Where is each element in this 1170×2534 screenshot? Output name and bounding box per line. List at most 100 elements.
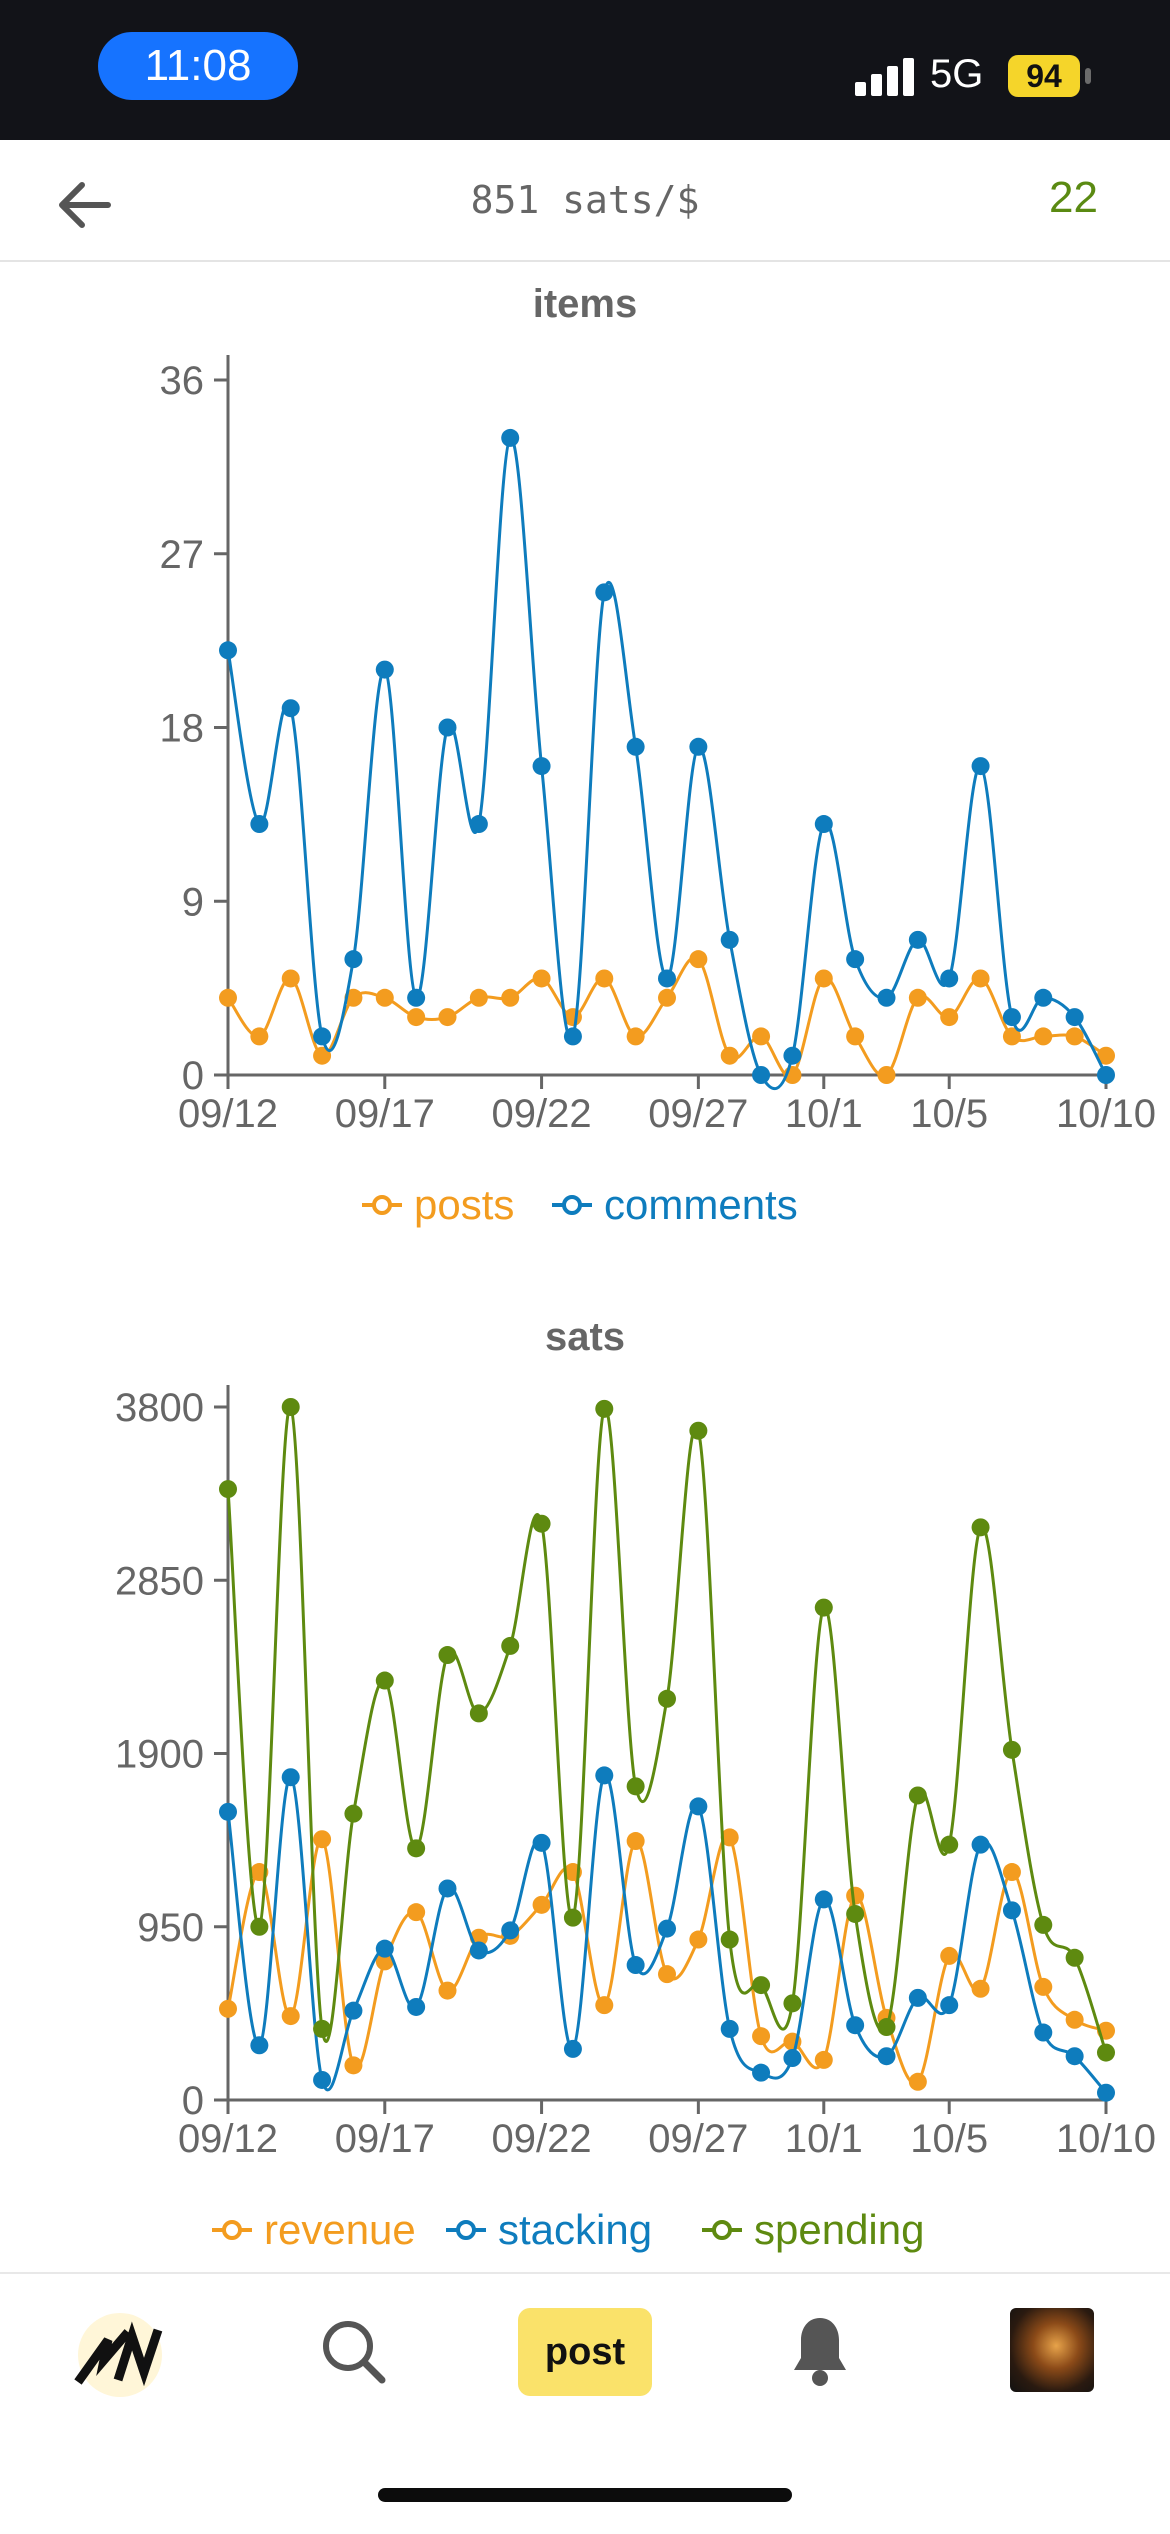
data-point-spending[interactable]	[344, 1804, 363, 1823]
data-point-spending[interactable]	[877, 2018, 896, 2037]
data-point-spending[interactable]	[532, 1514, 551, 1533]
data-point-revenue[interactable]	[313, 1830, 332, 1849]
data-point-stacking[interactable]	[313, 2070, 332, 2089]
data-point-comments[interactable]	[783, 1046, 802, 1065]
data-point-comments[interactable]	[626, 737, 645, 756]
data-point-posts[interactable]	[908, 988, 927, 1007]
data-point-comments[interactable]	[720, 930, 739, 949]
data-point-stacking[interactable]	[469, 1941, 488, 1960]
data-point-posts[interactable]	[626, 1027, 645, 1046]
data-point-posts[interactable]	[658, 988, 676, 1007]
data-point-comments[interactable]	[532, 757, 551, 776]
legend-item-comments[interactable]: comments	[552, 1181, 798, 1228]
data-point-stacking[interactable]	[908, 1988, 927, 2007]
data-point-spending[interactable]	[1034, 1915, 1053, 1934]
data-point-revenue[interactable]	[532, 1895, 551, 1914]
data-point-posts[interactable]	[407, 1008, 426, 1027]
data-point-revenue[interactable]	[344, 2056, 363, 2075]
data-point-spending[interactable]	[313, 2019, 332, 2038]
data-point-posts[interactable]	[1065, 1027, 1084, 1046]
block-height[interactable]: 22	[1049, 173, 1098, 222]
data-point-spending[interactable]	[407, 1839, 426, 1858]
data-point-stacking[interactable]	[375, 1939, 394, 1958]
data-point-comments[interactable]	[281, 699, 300, 718]
data-point-stacking[interactable]	[877, 2047, 896, 2066]
data-point-spending[interactable]	[846, 1904, 865, 1923]
data-point-stacking[interactable]	[752, 2063, 771, 2082]
data-point-posts[interactable]	[971, 969, 990, 988]
data-point-posts[interactable]	[752, 1027, 771, 1046]
data-point-stacking[interactable]	[940, 1996, 959, 2015]
data-point-comments[interactable]	[219, 641, 237, 660]
data-point-comments[interactable]	[752, 1066, 771, 1084]
user-avatar[interactable]	[1010, 2308, 1094, 2392]
data-point-spending[interactable]	[501, 1636, 520, 1655]
data-point-revenue[interactable]	[908, 2072, 927, 2091]
data-point-stacking[interactable]	[501, 1921, 520, 1940]
data-point-comments[interactable]	[1002, 1008, 1021, 1027]
post-button[interactable]: post	[518, 2308, 652, 2396]
data-point-revenue[interactable]	[846, 1886, 865, 1905]
legend-item-posts[interactable]: posts	[362, 1181, 514, 1228]
data-point-comments[interactable]	[940, 969, 959, 988]
data-point-posts[interactable]	[689, 950, 708, 969]
data-point-posts[interactable]	[281, 969, 300, 988]
data-point-comments[interactable]	[658, 969, 676, 988]
data-point-posts[interactable]	[438, 1008, 457, 1027]
data-point-stacking[interactable]	[846, 2016, 865, 2035]
data-point-revenue[interactable]	[1065, 2010, 1084, 2029]
data-point-comments[interactable]	[595, 583, 614, 602]
data-point-stacking[interactable]	[626, 1956, 645, 1975]
data-point-posts[interactable]	[469, 988, 488, 1007]
data-point-comments[interactable]	[971, 757, 990, 776]
data-point-posts[interactable]	[532, 969, 551, 988]
data-point-posts[interactable]	[219, 988, 237, 1007]
data-point-posts[interactable]	[250, 1027, 269, 1046]
data-point-posts[interactable]	[344, 988, 363, 1007]
data-point-stacking[interactable]	[438, 1879, 457, 1898]
data-point-stacking[interactable]	[814, 1890, 833, 1909]
data-point-spending[interactable]	[595, 1399, 614, 1418]
data-point-comments[interactable]	[438, 718, 457, 737]
data-point-posts[interactable]	[595, 969, 614, 988]
data-point-revenue[interactable]	[752, 2027, 771, 2046]
data-point-spending[interactable]	[469, 1704, 488, 1723]
data-point-posts[interactable]	[375, 988, 394, 1007]
data-point-stacking[interactable]	[344, 2001, 363, 2020]
data-point-stacking[interactable]	[783, 2049, 802, 2068]
data-point-spending[interactable]	[689, 1421, 708, 1440]
data-point-posts[interactable]	[814, 969, 833, 988]
data-point-spending[interactable]	[1097, 2043, 1115, 2062]
data-point-posts[interactable]	[720, 1046, 739, 1065]
data-point-revenue[interactable]	[689, 1930, 708, 1949]
data-point-stacking[interactable]	[281, 1768, 300, 1787]
data-point-spending[interactable]	[281, 1398, 300, 1416]
data-point-stacking[interactable]	[689, 1797, 708, 1816]
data-point-comments[interactable]	[407, 988, 426, 1007]
data-point-stacking[interactable]	[250, 2036, 269, 2055]
data-point-stacking[interactable]	[595, 1766, 614, 1785]
data-point-spending[interactable]	[563, 1908, 582, 1927]
search-icon[interactable]	[318, 2316, 388, 2386]
data-point-revenue[interactable]	[626, 1832, 645, 1851]
data-point-comments[interactable]	[1034, 988, 1053, 1007]
data-point-comments[interactable]	[563, 1027, 582, 1046]
data-point-posts[interactable]	[940, 1008, 959, 1027]
data-point-spending[interactable]	[250, 1917, 269, 1936]
data-point-revenue[interactable]	[971, 1979, 990, 1998]
data-point-spending[interactable]	[219, 1480, 237, 1499]
data-point-comments[interactable]	[313, 1027, 332, 1046]
data-point-posts[interactable]	[313, 1046, 332, 1065]
data-point-comments[interactable]	[1097, 1066, 1115, 1084]
data-point-comments[interactable]	[908, 930, 927, 949]
data-point-stacking[interactable]	[1065, 2047, 1084, 2066]
data-point-stacking[interactable]	[219, 1802, 237, 1821]
data-point-spending[interactable]	[1065, 1948, 1084, 1967]
data-point-revenue[interactable]	[940, 1946, 959, 1965]
data-point-comments[interactable]	[250, 815, 269, 834]
data-point-spending[interactable]	[626, 1777, 645, 1796]
data-point-comments[interactable]	[1065, 1008, 1084, 1027]
notifications-bell-icon[interactable]	[790, 2314, 850, 2388]
data-point-spending[interactable]	[438, 1646, 457, 1665]
data-point-spending[interactable]	[752, 1976, 771, 1995]
